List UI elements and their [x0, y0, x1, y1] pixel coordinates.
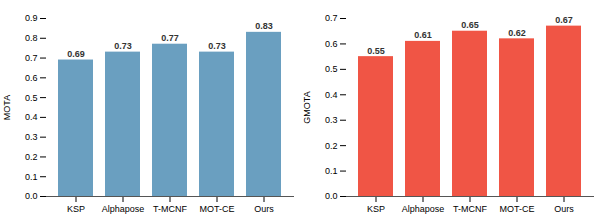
- svg-text:0.1: 0.1: [325, 166, 338, 176]
- svg-text:0.0: 0.0: [325, 191, 338, 201]
- svg-text:Alphapose: Alphapose: [402, 204, 445, 214]
- svg-text:MOT-CE: MOT-CE: [500, 204, 535, 214]
- svg-text:0.67: 0.67: [555, 15, 573, 25]
- svg-text:0.3: 0.3: [25, 132, 38, 142]
- svg-text:0.73: 0.73: [114, 41, 132, 51]
- svg-text:0.3: 0.3: [325, 115, 338, 125]
- svg-text:0.7: 0.7: [25, 53, 38, 63]
- svg-text:0.77: 0.77: [161, 33, 179, 43]
- svg-text:0.55: 0.55: [367, 46, 385, 56]
- svg-text:0.62: 0.62: [508, 28, 526, 38]
- svg-text:0.7: 0.7: [325, 13, 338, 23]
- svg-text:MOT-CE: MOT-CE: [200, 204, 235, 214]
- svg-text:0.83: 0.83: [255, 21, 273, 31]
- svg-text:0.2: 0.2: [325, 141, 338, 151]
- svg-text:Ours: Ours: [554, 204, 574, 214]
- svg-text:0.61: 0.61: [414, 30, 432, 40]
- svg-text:0.6: 0.6: [25, 73, 38, 83]
- svg-text:0.1: 0.1: [25, 172, 38, 182]
- svg-text:T-MCNF: T-MCNF: [453, 204, 487, 214]
- svg-text:T-MCNF: T-MCNF: [153, 204, 187, 214]
- svg-text:KSP: KSP: [67, 204, 85, 214]
- svg-text:Ours: Ours: [254, 204, 274, 214]
- svg-text:0.2: 0.2: [25, 152, 38, 162]
- svg-text:0.73: 0.73: [208, 41, 226, 51]
- svg-text:0.8: 0.8: [25, 33, 38, 43]
- svg-text:KSP: KSP: [367, 204, 385, 214]
- svg-text:0.6: 0.6: [325, 39, 338, 49]
- svg-text:0.9: 0.9: [25, 13, 38, 23]
- svg-text:0.5: 0.5: [25, 92, 38, 102]
- svg-text:MOTA: MOTA: [2, 95, 12, 120]
- svg-text:0.65: 0.65: [461, 20, 479, 30]
- svg-text:0.5: 0.5: [325, 64, 338, 74]
- svg-text:0.4: 0.4: [25, 112, 38, 122]
- svg-text:0.0: 0.0: [25, 191, 38, 201]
- svg-text:0.4: 0.4: [325, 90, 338, 100]
- svg-text:Alphapose: Alphapose: [102, 204, 145, 214]
- svg-text:0.69: 0.69: [67, 49, 85, 59]
- svg-text:GMOTA: GMOTA: [302, 91, 312, 123]
